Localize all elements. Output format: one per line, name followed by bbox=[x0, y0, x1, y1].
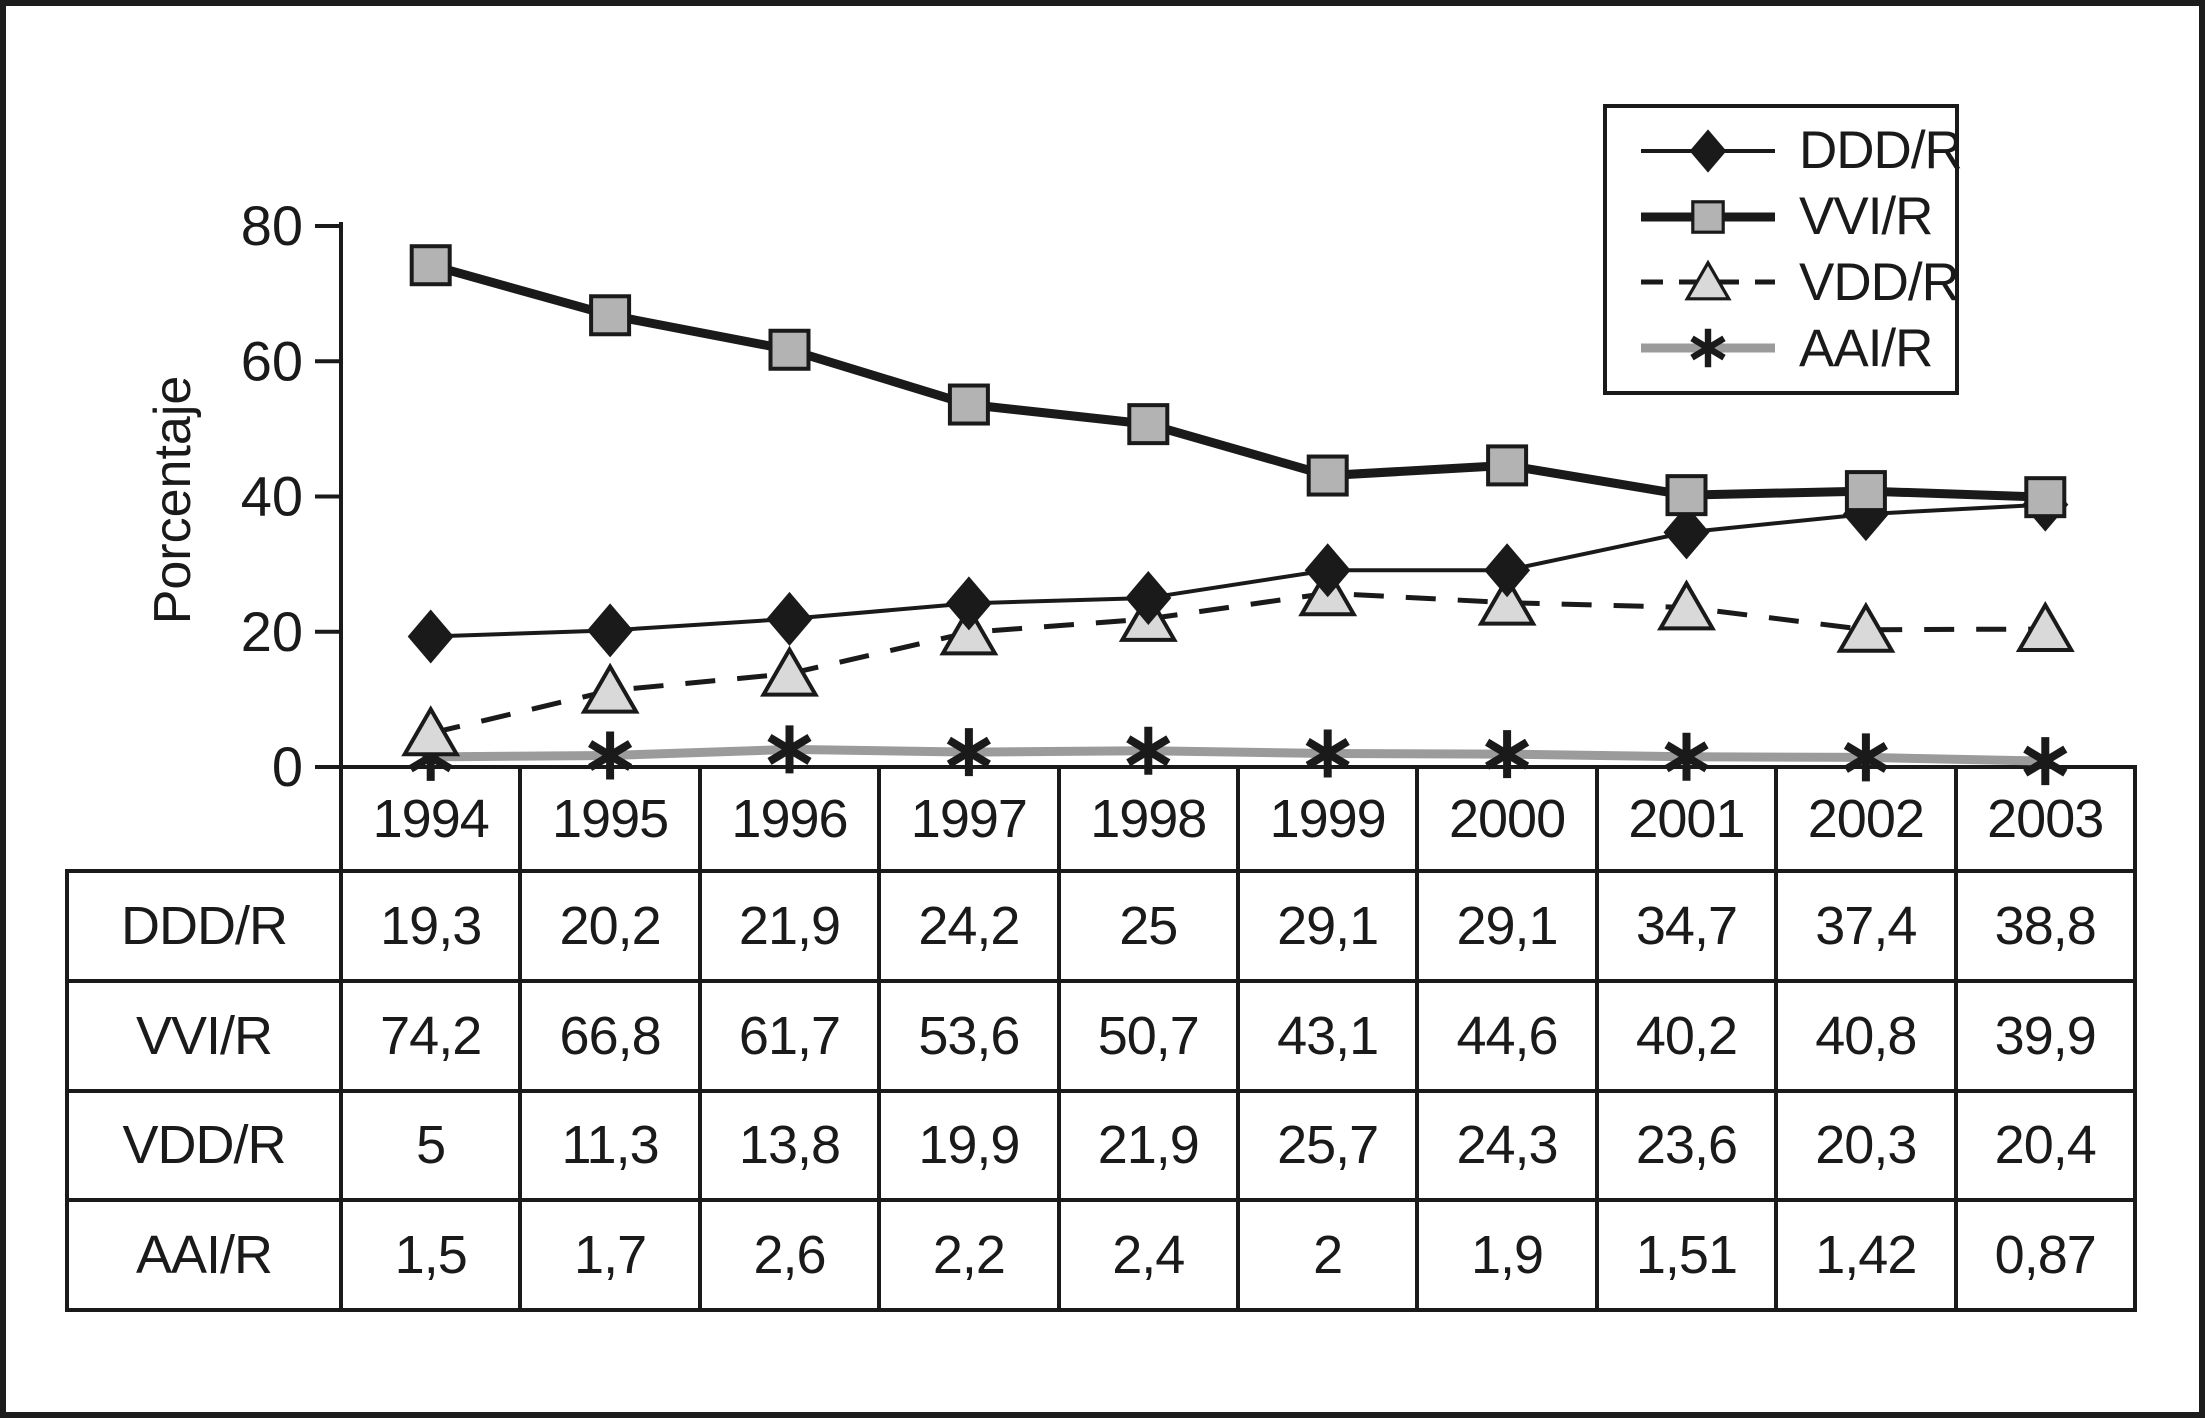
table-cell: 20,2 bbox=[520, 871, 700, 981]
table-cell: 2,4 bbox=[1058, 1200, 1238, 1310]
asterisk-marker-icon bbox=[1641, 328, 1775, 368]
table-cell: 40,8 bbox=[1776, 980, 1956, 1091]
year-header: 1994 bbox=[341, 767, 521, 871]
year-header: 2000 bbox=[1417, 767, 1597, 871]
table-corner-cell bbox=[67, 767, 341, 871]
table-cell: 2,2 bbox=[879, 1200, 1059, 1310]
legend-label: AAI/R bbox=[1799, 318, 1933, 378]
table-cell: 53,6 bbox=[879, 980, 1059, 1091]
table-cell: 19,3 bbox=[341, 871, 521, 981]
table-cell: 34,7 bbox=[1596, 871, 1777, 981]
year-header: 2001 bbox=[1596, 767, 1777, 871]
table-cell: 1,7 bbox=[520, 1200, 700, 1310]
table-cell: 61,7 bbox=[699, 980, 880, 1091]
table-cell: 2,6 bbox=[699, 1200, 880, 1310]
y-tick-label: 60 bbox=[241, 329, 303, 392]
table-cell: 0,87 bbox=[1955, 1200, 2135, 1310]
data-table: 1994 1995 1996 1997 1998 1999 2000 2001 … bbox=[67, 767, 2135, 1310]
year-header: 1998 bbox=[1058, 767, 1238, 871]
table-cell: 74,2 bbox=[341, 980, 521, 1091]
diamond-marker-icon bbox=[1641, 129, 1775, 173]
table-cell: 43,1 bbox=[1237, 980, 1418, 1091]
table-cell: 40,2 bbox=[1596, 980, 1777, 1091]
table-cell: 23,6 bbox=[1596, 1090, 1777, 1201]
table-cell: 20,3 bbox=[1776, 1090, 1956, 1201]
table-cell: 19,9 bbox=[879, 1090, 1059, 1201]
y-axis-label: Porcentaje bbox=[144, 376, 202, 625]
series-VDD/R bbox=[401, 565, 2075, 757]
table-cell: 1,5 bbox=[341, 1200, 521, 1310]
table-cell: 38,8 bbox=[1955, 871, 2135, 981]
year-header: 2002 bbox=[1776, 767, 1956, 871]
triangle-marker-icon bbox=[1641, 259, 1775, 301]
table-cell: 44,6 bbox=[1417, 980, 1597, 1091]
table-cell: 29,1 bbox=[1237, 871, 1418, 981]
table-cell: 5 bbox=[341, 1090, 521, 1201]
table-cell: 21,9 bbox=[699, 871, 880, 981]
table-cell: 25,7 bbox=[1237, 1090, 1418, 1201]
year-header: 1995 bbox=[520, 767, 700, 871]
y-tick-label: 80 bbox=[241, 194, 303, 257]
row-label-aair: AAI/R bbox=[67, 1200, 341, 1310]
year-header: 1997 bbox=[879, 767, 1059, 871]
table-cell: 20,4 bbox=[1955, 1090, 2135, 1201]
legend-item-vvir: VVI/R bbox=[1633, 185, 1955, 249]
table-cell: 29,1 bbox=[1417, 871, 1597, 981]
table-cell: 50,7 bbox=[1058, 980, 1238, 1091]
row-label-vvir: VVI/R bbox=[67, 980, 341, 1091]
table-cell: 21,9 bbox=[1058, 1090, 1238, 1201]
chart-legend: DDD/R VVI/R VDD/R AAI/R bbox=[1603, 104, 1963, 395]
table-cell: 11,3 bbox=[520, 1090, 700, 1201]
row-label-dddr: DDD/R bbox=[67, 871, 341, 981]
legend-label: DDD/R bbox=[1799, 121, 1963, 181]
table-cell: 24,3 bbox=[1417, 1090, 1597, 1201]
table-cell: 39,9 bbox=[1955, 980, 2135, 1091]
y-tick-label: 20 bbox=[241, 600, 303, 663]
table-cell: 1,9 bbox=[1417, 1200, 1597, 1310]
table-cell: 2 bbox=[1237, 1200, 1418, 1310]
year-header: 1996 bbox=[699, 767, 880, 871]
row-label-vddr: VDD/R bbox=[67, 1090, 341, 1201]
table-cell: 24,2 bbox=[879, 871, 1059, 981]
legend-label: VDD/R bbox=[1799, 252, 1960, 312]
series-DDD/R bbox=[407, 477, 2069, 664]
y-tick-label: 40 bbox=[241, 465, 303, 528]
table-cell: 66,8 bbox=[520, 980, 700, 1091]
table-cell: 1,42 bbox=[1776, 1200, 1956, 1310]
year-header: 1999 bbox=[1237, 767, 1418, 871]
square-marker-icon bbox=[1641, 199, 1775, 234]
table-cell: 25 bbox=[1058, 871, 1238, 981]
legend-item-aair: AAI/R bbox=[1633, 316, 1955, 380]
table-cell: 13,8 bbox=[699, 1090, 880, 1201]
table-cell: 1,51 bbox=[1596, 1200, 1777, 1310]
legend-item-dddr: DDD/R bbox=[1633, 119, 1963, 183]
legend-item-vddr: VDD/R bbox=[1633, 250, 1960, 314]
legend-label: VVI/R bbox=[1799, 187, 1933, 247]
table-cell: 37,4 bbox=[1776, 871, 1956, 981]
year-header: 2003 bbox=[1955, 767, 2135, 871]
